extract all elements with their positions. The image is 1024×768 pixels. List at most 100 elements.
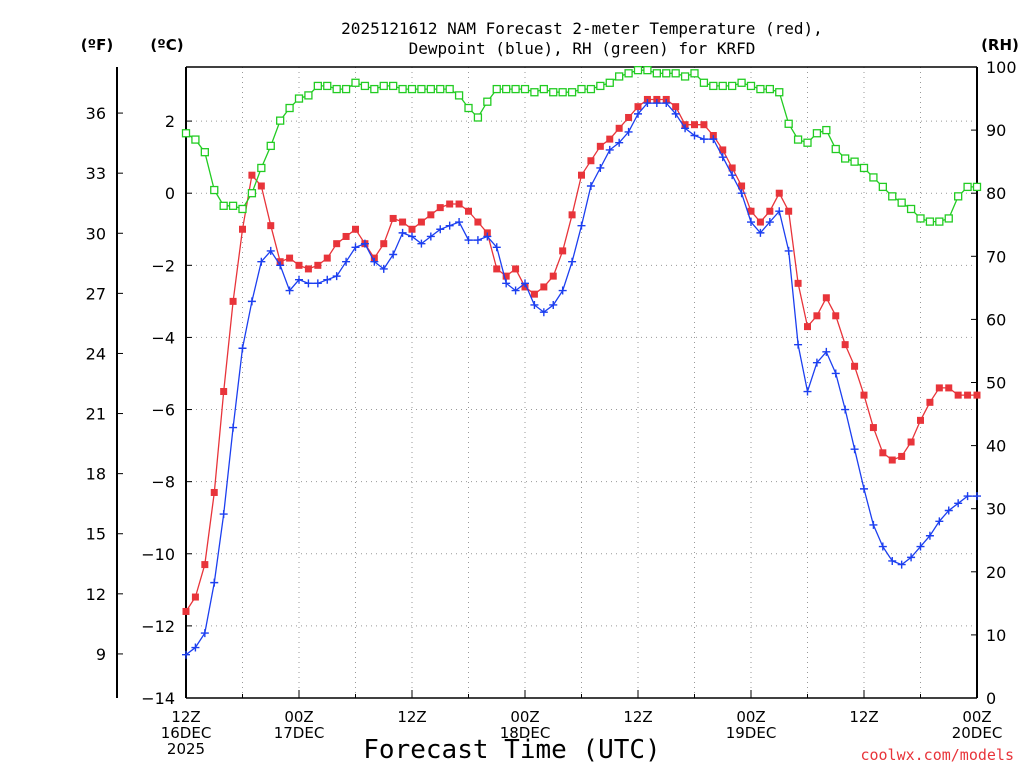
temperature-point	[973, 391, 981, 399]
dewpoint-point	[709, 135, 718, 144]
x-tick-label: 16DEC	[161, 724, 212, 742]
dewpoint-point	[285, 286, 294, 295]
temperature-point	[182, 607, 190, 615]
dewpoint-point	[812, 358, 821, 367]
dewpoint-point	[888, 556, 897, 565]
rh-point	[624, 69, 633, 78]
rh-tick-label: 50	[986, 374, 1006, 393]
rh-point	[935, 217, 944, 226]
temperature-point	[804, 323, 811, 331]
temperature-point	[954, 391, 962, 399]
dewpoint-point	[850, 445, 859, 454]
rh-point	[200, 148, 209, 157]
dewpoint-point	[634, 109, 642, 118]
dewpoint-point	[473, 236, 482, 245]
rh-point	[181, 129, 191, 138]
temperature-point	[239, 225, 246, 233]
temperature-point	[898, 452, 906, 460]
dewpoint-point	[615, 138, 624, 147]
dewpoint-point	[530, 300, 539, 309]
temperature-point	[408, 225, 416, 233]
temperature-point	[841, 341, 849, 349]
dewpoint-point	[247, 297, 256, 306]
temperature-point	[210, 488, 218, 496]
fahrenheit-tick-label: 24	[86, 344, 106, 363]
fahrenheit-tick-label: 36	[86, 104, 106, 123]
temperature-point	[295, 261, 303, 269]
dewpoint-point	[464, 236, 473, 245]
x-tick-label: 18DEC	[500, 724, 551, 742]
temperature-point	[248, 171, 256, 179]
rh-tick-label: 40	[986, 437, 1006, 456]
temperature-point	[719, 146, 727, 154]
rh-point	[690, 69, 699, 78]
rh-tick-label: 70	[986, 247, 1006, 266]
x-tick-label: 19DEC	[726, 724, 777, 742]
temperature-point	[634, 103, 642, 111]
rh-tick-label: 90	[986, 121, 1006, 140]
temperature-point	[813, 312, 821, 320]
dewpoint-point	[624, 127, 633, 136]
temperature-point	[220, 388, 228, 396]
temperature-point	[342, 232, 350, 240]
rh-point	[464, 103, 473, 113]
x-tick-label: 00Z	[510, 708, 539, 726]
temperature-point	[455, 200, 463, 208]
dewpoint-point	[408, 232, 416, 241]
rh-point	[257, 163, 266, 173]
rh-point	[549, 88, 558, 97]
dewpoint-point	[681, 124, 690, 133]
plot-frame	[116, 66, 978, 699]
rh-point	[389, 81, 398, 91]
temperature-point	[587, 157, 595, 165]
rh-point	[888, 192, 897, 201]
rh-tick-label: 60	[986, 310, 1006, 329]
temperature-point	[512, 265, 520, 273]
temperature-point	[389, 214, 397, 222]
chart-title-line1: 2025121612 NAM Forecast 2-meter Temperat…	[341, 19, 823, 38]
dewpoint-point	[445, 221, 454, 230]
dewpoint-point	[897, 560, 906, 569]
rh-point	[502, 84, 511, 94]
temperature-point	[304, 265, 312, 273]
celsius-tick-label: 0	[165, 184, 175, 203]
rh-point	[285, 103, 294, 113]
rh-point	[737, 78, 746, 87]
rh-point	[530, 88, 539, 97]
x-tick-label: 2025	[167, 740, 205, 758]
temperature-point	[672, 103, 680, 111]
dewpoint-point	[662, 99, 671, 108]
celsius-tick-label: −14	[141, 689, 175, 708]
dewpoint-point	[869, 520, 878, 529]
x-tick-label: 17DEC	[274, 724, 325, 742]
temperature-point	[352, 225, 359, 233]
temperature-point	[775, 189, 783, 197]
temperature-point	[917, 416, 924, 424]
rh-point	[765, 84, 774, 94]
dewpoint-point	[398, 228, 407, 237]
temperature-point	[323, 254, 331, 262]
dewpoint-point	[502, 279, 511, 288]
rh-point	[756, 84, 765, 94]
temperature-point	[549, 272, 557, 280]
rh-point	[775, 88, 784, 97]
rh-point	[671, 69, 680, 78]
dewpoint-point	[342, 257, 351, 266]
dewpoint-point	[822, 347, 831, 356]
x-tick-label: 12Z	[623, 708, 652, 726]
dewpoint-point	[775, 207, 784, 216]
rh-point	[511, 84, 520, 94]
rh-point	[313, 81, 322, 91]
dewpoint-point	[426, 232, 435, 241]
dewpoint-point	[954, 499, 963, 508]
dewpoint-point	[671, 109, 680, 118]
x-tick-label: 20DEC	[952, 724, 1003, 742]
rh-point	[718, 81, 727, 91]
rh-point	[210, 185, 219, 195]
rh-point	[633, 66, 643, 75]
rh-point	[906, 204, 916, 214]
celsius-tick-label: −2	[151, 256, 175, 275]
dewpoint-point	[417, 239, 426, 248]
dewpoint-point	[511, 286, 520, 295]
